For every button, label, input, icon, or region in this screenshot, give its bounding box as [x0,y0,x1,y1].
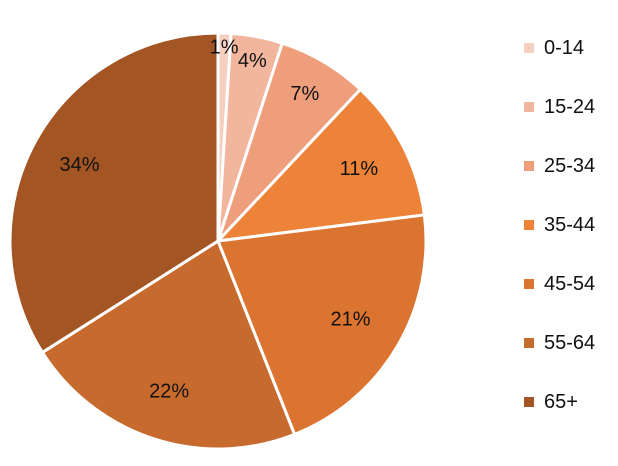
pie-slices [8,31,428,451]
pie-slice-35-44 [216,87,426,243]
pie-slice-65+ [8,31,220,354]
legend-swatch-35-44 [524,220,534,230]
data-label-35-44: 11% [340,158,379,180]
legend-label-0-14: 0-14 [544,37,584,59]
legend-label-15-24: 15-24 [544,96,595,118]
legend-label-35-44: 35-44 [544,214,595,236]
data-label-65+: 34% [59,154,99,176]
legend-label-45-54: 45-54 [544,273,595,295]
legend-label-55-64: 55-64 [544,332,595,354]
legend-swatch-0-14 [524,43,534,53]
data-label-0-14: 1% [210,37,239,59]
legend-swatch-25-34 [524,161,534,171]
legend-swatch-65+ [524,397,534,407]
legend-swatch-55-64 [524,338,534,348]
data-label-45-54: 21% [330,308,370,330]
legend-swatch-15-24 [524,102,534,112]
legend-label-25-34: 25-34 [544,155,595,177]
data-label-25-34: 7% [290,83,319,105]
legend-swatch-45-54 [524,279,534,289]
data-label-15-24: 4% [238,50,267,72]
pie-slice-45-54 [216,213,428,436]
data-label-55-64: 22% [149,380,189,402]
legend: 0-14 15-24 25-34 35-44 45-54 55-64 65+ [524,37,595,413]
pie-slice-55-64 [40,239,297,451]
legend-label-65+: 65+ [544,391,578,413]
pie-data-labels: 1%4% 7% 11% 21% 22% 34% [59,37,378,403]
